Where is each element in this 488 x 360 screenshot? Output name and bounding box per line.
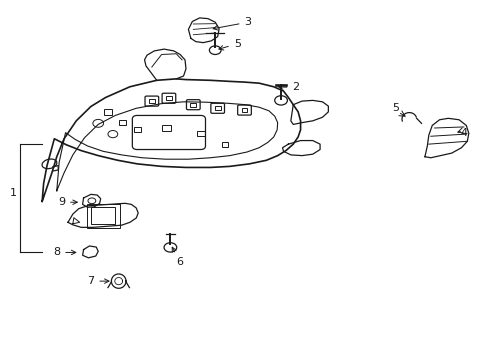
Text: 9: 9 xyxy=(58,197,77,207)
Text: 4: 4 xyxy=(459,128,467,138)
Text: 5: 5 xyxy=(391,103,398,113)
Bar xyxy=(119,120,125,125)
Text: 1: 1 xyxy=(9,188,17,198)
Bar xyxy=(104,109,112,115)
Bar xyxy=(214,106,220,111)
Bar xyxy=(91,207,115,225)
Bar xyxy=(190,103,196,107)
Bar xyxy=(162,125,170,131)
Text: 5: 5 xyxy=(219,39,240,50)
Bar xyxy=(221,141,228,147)
Text: 3: 3 xyxy=(213,17,251,30)
Text: 8: 8 xyxy=(53,247,76,257)
Bar xyxy=(241,108,247,112)
Bar xyxy=(133,127,141,132)
Bar xyxy=(149,99,155,103)
Bar xyxy=(196,131,204,136)
Bar xyxy=(86,204,120,228)
Text: 6: 6 xyxy=(172,247,183,267)
Bar xyxy=(165,96,171,100)
Text: 2: 2 xyxy=(278,82,299,93)
Text: 7: 7 xyxy=(87,276,109,286)
